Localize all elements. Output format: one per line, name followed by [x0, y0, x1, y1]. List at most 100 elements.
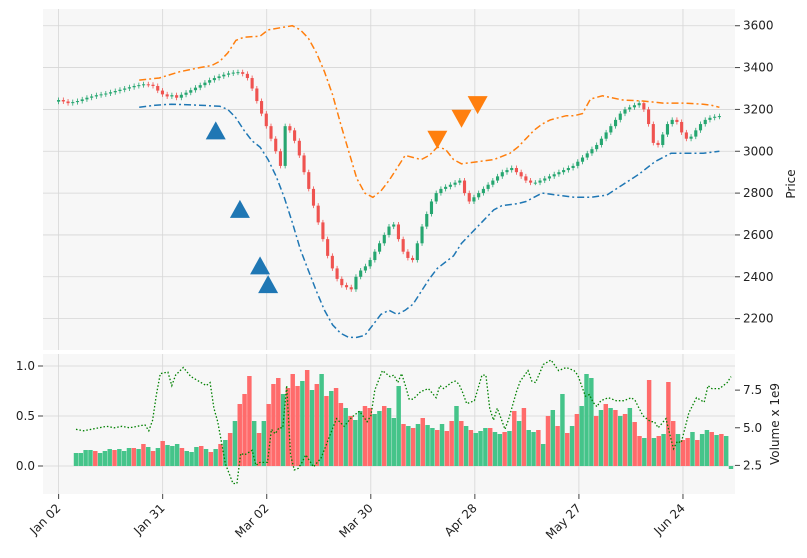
volume-bar	[507, 431, 512, 466]
volume-bar	[396, 386, 401, 466]
volume-bar	[666, 382, 671, 466]
candle-body	[250, 78, 254, 89]
volume-bar	[565, 433, 570, 466]
candle-body	[595, 144, 599, 150]
candle-body	[142, 84, 146, 86]
volume-bar	[439, 424, 445, 466]
candle-body	[580, 157, 585, 162]
volume-moving-average	[75, 359, 732, 485]
candle-body	[510, 167, 514, 171]
price-tick-label: 2600	[743, 228, 774, 242]
candle-body	[151, 84, 155, 86]
volume-bar	[613, 410, 618, 466]
candle-body	[689, 136, 693, 139]
candle-body	[316, 205, 320, 223]
candle-body	[444, 186, 448, 189]
candle-body	[264, 113, 268, 127]
candle-body	[118, 89, 122, 92]
volume-bar	[343, 408, 348, 466]
volume-bar	[699, 434, 705, 466]
volume-bar	[280, 394, 286, 466]
candle-body	[448, 184, 452, 187]
volume-bar	[198, 446, 204, 466]
volume-bar	[463, 426, 469, 466]
volume-right-y-axis-ticks: 2.5 5.0 7.5	[735, 383, 762, 472]
candle-body	[156, 85, 160, 91]
candle-body	[344, 285, 349, 288]
candle-body	[628, 107, 632, 110]
candle-body	[241, 72, 245, 74]
candle-body	[618, 113, 622, 120]
candle-body	[703, 119, 707, 125]
candle-body	[670, 119, 674, 125]
volume-bar	[300, 381, 305, 466]
volume-bar	[531, 432, 536, 466]
candle-body	[293, 130, 297, 141]
volume-bar	[632, 422, 637, 466]
candle-body	[208, 80, 212, 83]
candle-body	[108, 92, 113, 94]
candle-body	[396, 224, 401, 240]
candle-body	[642, 103, 646, 110]
candle-body	[165, 94, 169, 97]
volume-bar	[382, 406, 387, 466]
candle-body	[514, 167, 518, 173]
volume-bar	[329, 391, 334, 466]
sell-signal-marker	[427, 130, 448, 149]
volume-bar	[723, 436, 729, 466]
candle-body	[212, 78, 216, 81]
candle-body	[717, 116, 721, 118]
volume-left-y-axis-ticks: 0.0 0.5 1.0	[16, 359, 43, 473]
volume-bar	[526, 430, 531, 466]
candle-body	[698, 124, 703, 131]
candle-body	[434, 193, 438, 202]
volume-bar	[410, 428, 416, 466]
candle-body	[566, 167, 570, 171]
candle-body	[160, 90, 165, 95]
candle-body	[651, 124, 655, 143]
volume-bar	[420, 418, 425, 466]
price-tick-label: 2200	[743, 312, 774, 326]
candle-body	[529, 180, 533, 183]
price-axis-title: Price	[784, 169, 798, 198]
volume-bar	[367, 408, 373, 466]
volume-bar	[521, 408, 527, 466]
candle-body	[146, 84, 150, 86]
candle-body	[311, 188, 316, 206]
volume-bar	[425, 425, 430, 466]
volume-bar	[295, 386, 300, 466]
buy-signal-marker	[250, 256, 271, 275]
volume-bar	[545, 416, 551, 466]
volume-bar	[83, 450, 88, 466]
candle-body	[363, 266, 367, 271]
volume-bar	[401, 424, 406, 466]
volume-bar	[160, 441, 165, 466]
candle-body	[543, 178, 547, 181]
volume-bar	[107, 449, 112, 466]
candle-body	[694, 130, 698, 137]
volume-bar	[622, 414, 628, 466]
volume-bar	[690, 432, 695, 466]
volume-bar	[357, 411, 363, 466]
price-tick-label: 3000	[743, 144, 774, 158]
candle-body	[665, 124, 670, 135]
candle-body	[231, 72, 235, 74]
candle-body	[189, 90, 193, 93]
volume-bar	[574, 414, 580, 466]
volume-left-tick-label: 1.0	[16, 359, 35, 373]
volume-bar	[304, 370, 310, 466]
volume-bar	[319, 374, 324, 466]
volume-bar	[256, 433, 262, 466]
volume-bar	[670, 421, 676, 466]
volume-bar	[112, 450, 117, 466]
volume-bar	[213, 449, 218, 466]
candle-body	[425, 214, 429, 227]
candle-body	[104, 93, 108, 95]
candle-body	[326, 239, 330, 256]
volume-bar	[487, 428, 493, 466]
volume-bar	[218, 444, 223, 466]
candle-body	[519, 172, 523, 177]
candle-body	[184, 92, 188, 95]
volume-bar	[589, 378, 594, 466]
candle-body	[538, 180, 542, 183]
